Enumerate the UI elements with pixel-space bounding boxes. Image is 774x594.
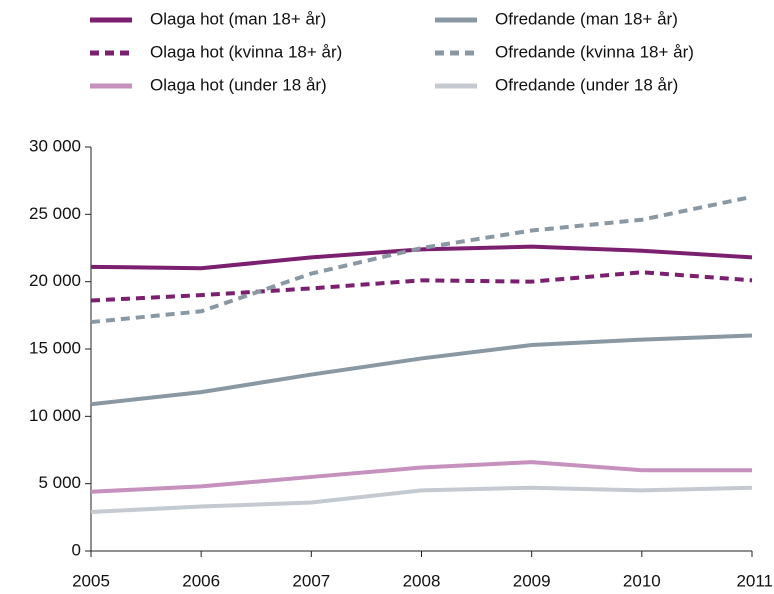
series-line <box>90 485 753 514</box>
legend-label: Ofredande (under 18 år) <box>495 75 678 94</box>
series-line <box>90 194 753 325</box>
x-tick-label: 2010 <box>623 571 661 590</box>
series-line <box>90 333 753 407</box>
y-tick-label: 15 000 <box>29 338 81 357</box>
series-line <box>90 244 753 271</box>
y-tick-label: 0 <box>72 540 81 559</box>
y-tick-label: 30 000 <box>29 136 81 155</box>
x-tick-label: 2009 <box>513 571 551 590</box>
x-tick-label: 2005 <box>72 571 110 590</box>
x-tick-label: 2007 <box>292 571 330 590</box>
legend-label: Olaga hot (man 18+ år) <box>150 9 326 28</box>
legend-label: Olaga hot (under 18 år) <box>150 75 327 94</box>
y-tick-label: 20 000 <box>29 271 81 290</box>
y-tick-label: 5 000 <box>38 473 81 492</box>
series-line <box>90 460 752 494</box>
y-tick-label: 25 000 <box>29 204 81 223</box>
legend-label: Olaga hot (kvinna 18+ år) <box>150 42 342 61</box>
legend-label: Ofredande (kvinna 18+ år) <box>495 42 694 61</box>
x-tick-label: 2006 <box>182 571 220 590</box>
x-tick-label: 2008 <box>403 571 441 590</box>
series-line <box>90 270 753 303</box>
x-tick-label: 2011 <box>736 571 773 590</box>
legend-label: Ofredande (man 18+ år) <box>495 9 678 28</box>
y-tick-label: 10 000 <box>29 406 81 425</box>
